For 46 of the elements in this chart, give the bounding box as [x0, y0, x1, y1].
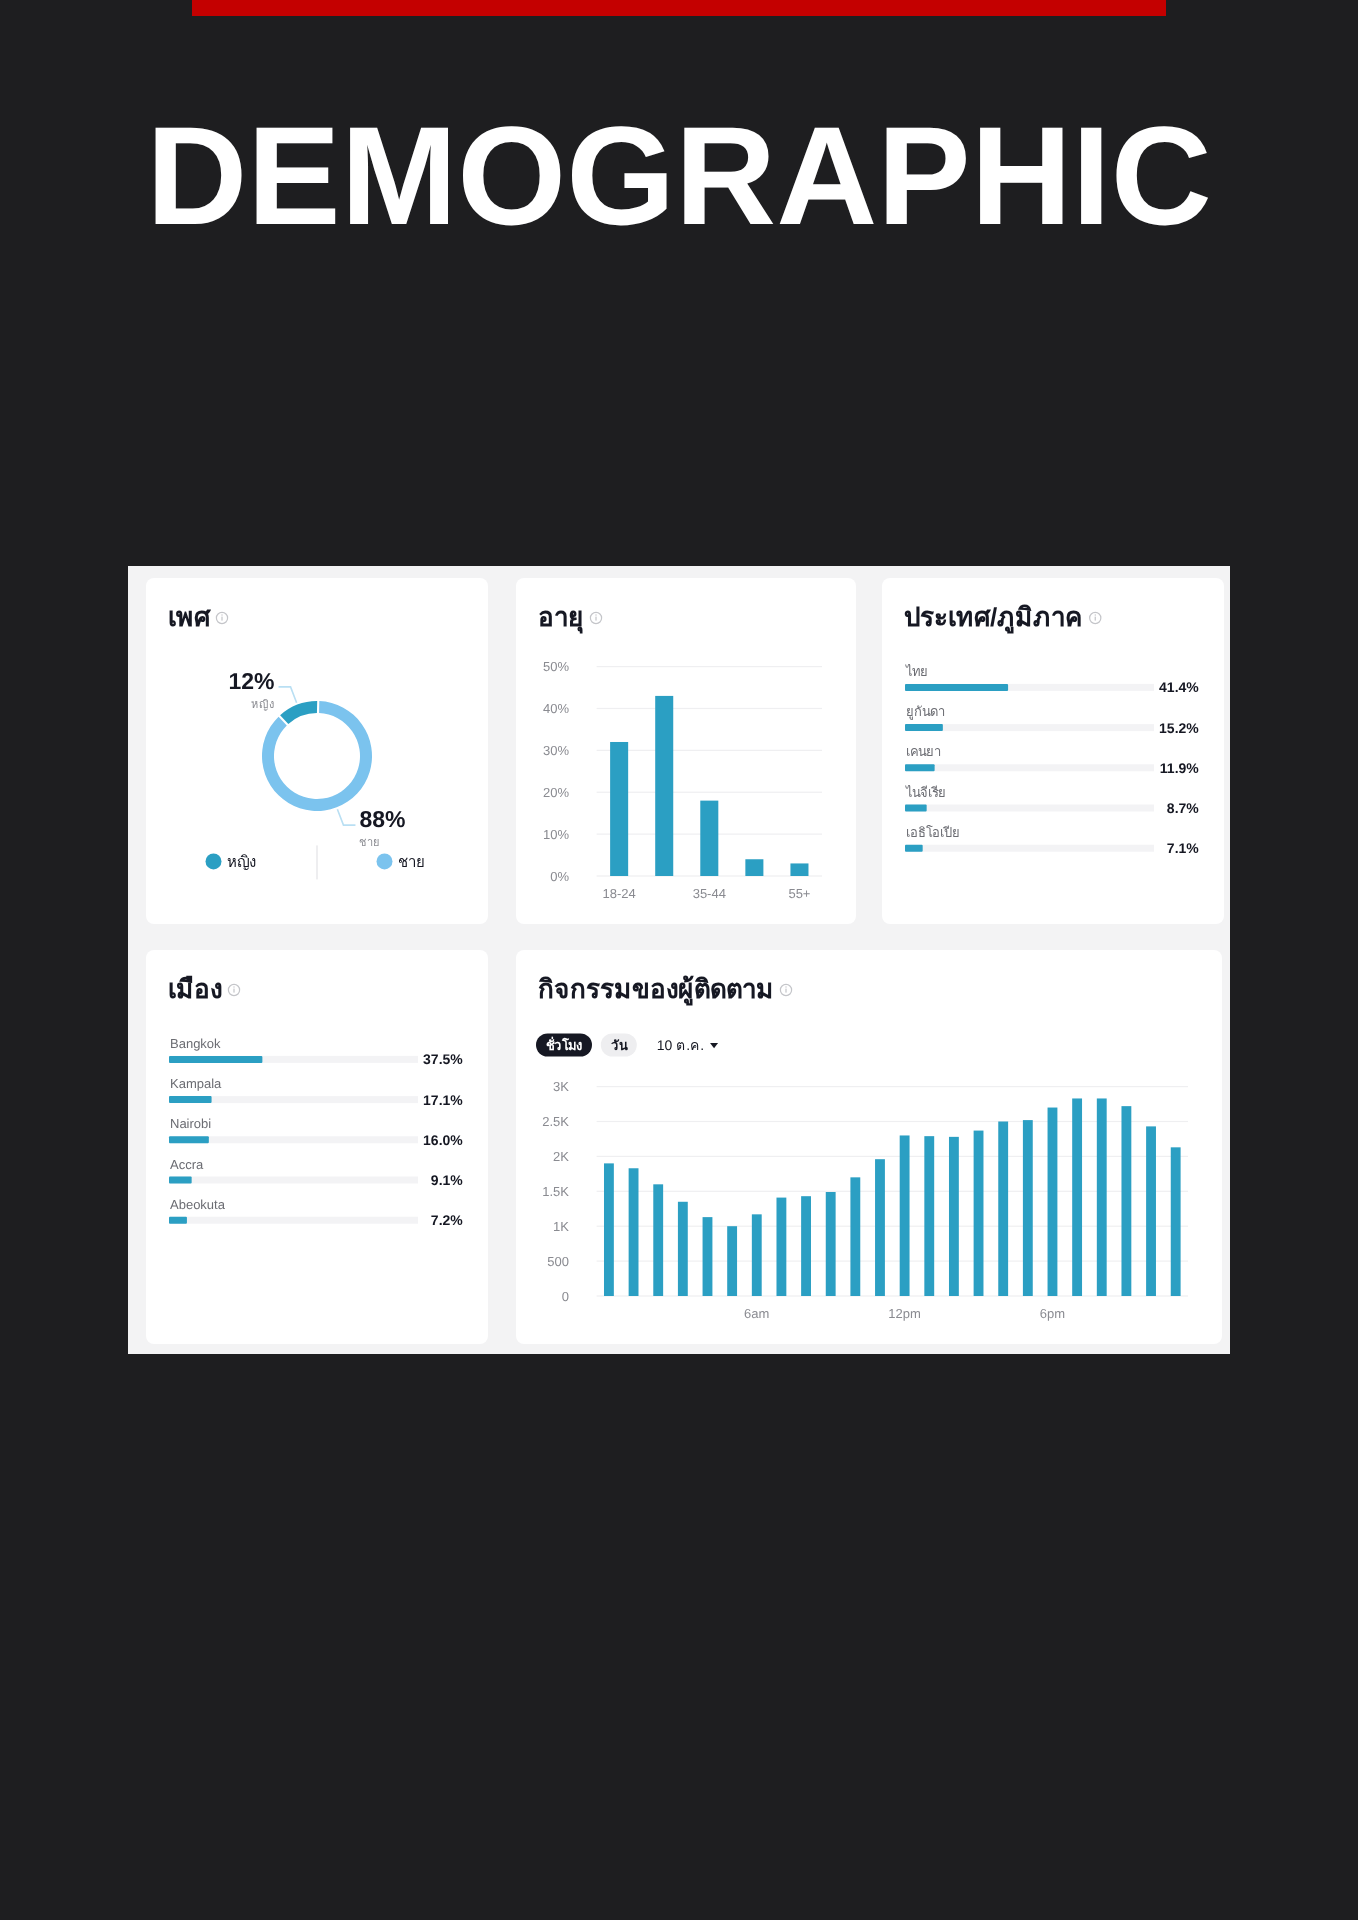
bar: [700, 800, 719, 876]
bar: [875, 1159, 885, 1296]
bar: [850, 1177, 861, 1296]
chart-title: อายุ: [538, 602, 584, 634]
bar: [702, 1217, 713, 1296]
bar: [1022, 1120, 1033, 1296]
text: DEMOGRAPHIC: [146, 98, 1212, 254]
bar: [169, 1136, 209, 1144]
bar: [776, 1197, 787, 1296]
bar: [899, 1135, 910, 1296]
bar: [1146, 1126, 1156, 1296]
bar: [1047, 1107, 1058, 1296]
bar: [727, 1226, 738, 1296]
bar: [905, 804, 927, 812]
data-label: 88%: [359, 809, 406, 834]
bar: [1121, 1106, 1132, 1296]
bar: [745, 859, 764, 876]
bar: [790, 863, 809, 876]
chart-title: กิจกรรมของผู้ติดตาม: [538, 974, 774, 1006]
bar: [628, 1168, 639, 1296]
bar: [603, 1163, 614, 1296]
bar: [924, 1136, 935, 1296]
bar: [677, 1201, 688, 1296]
chart-title: ประเทศ/ภูมิภาค: [904, 602, 1084, 634]
bar: [905, 724, 943, 732]
bar: [1072, 1098, 1083, 1296]
bar: [973, 1130, 984, 1296]
bar: [1170, 1147, 1181, 1296]
bar: [948, 1136, 959, 1296]
bar: [905, 764, 935, 772]
bar: [610, 741, 629, 876]
data-label: 12%: [228, 670, 275, 695]
bar: [653, 1184, 664, 1296]
bar: [801, 1196, 811, 1296]
bar: [998, 1121, 1009, 1296]
bar: [751, 1214, 762, 1296]
bar: [169, 1176, 192, 1184]
bar: [655, 695, 674, 876]
chart-title: เพศ: [168, 602, 212, 632]
bar: [1096, 1098, 1107, 1296]
donut-slice: [280, 701, 318, 724]
bar: [905, 844, 923, 852]
bar: [825, 1192, 836, 1296]
bar: [169, 1096, 212, 1104]
chart-title: เมือง: [168, 974, 222, 1004]
bar: [169, 1216, 187, 1224]
